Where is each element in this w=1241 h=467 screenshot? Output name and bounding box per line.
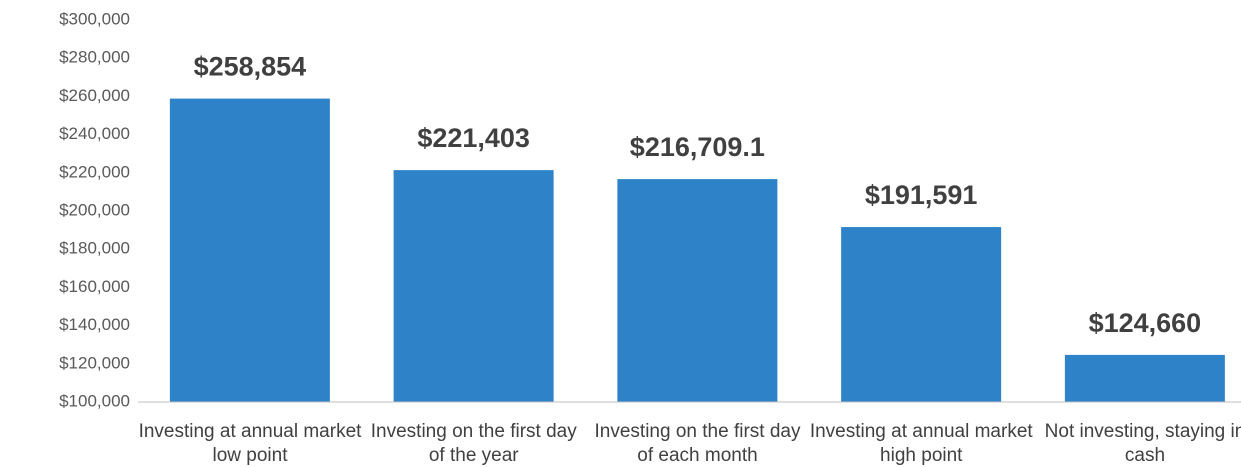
bar [169,98,330,402]
x-tick-label: Investing at annual market high point [809,421,1033,466]
bar [393,170,554,402]
x-tick-label: Investing on the first day of the year [370,421,577,466]
x-tick-label: Investing on the first day of each month [594,421,801,466]
x-tick-label: Not investing, staying in cash [1044,421,1241,466]
data-label: $216,709.1 [630,132,765,162]
bar [1064,354,1225,402]
y-tick-label: $160,000 [59,277,130,296]
bar [617,179,778,402]
y-tick-label: $120,000 [59,353,130,372]
data-label: $258,854 [194,52,307,82]
y-tick-label: $180,000 [59,239,130,258]
data-label: $191,591 [865,180,978,210]
y-tick-label: $280,000 [59,48,130,67]
data-label: $221,403 [417,123,530,153]
y-tick-label: $140,000 [59,315,130,334]
y-tick-label: $260,000 [59,86,130,105]
y-tick-label: $200,000 [59,200,130,219]
y-tick-label: $220,000 [59,162,130,181]
data-label: $124,660 [1089,308,1202,338]
y-tick-label: $240,000 [59,124,130,143]
x-tick-label: Investing at annual market low point [138,421,362,466]
y-tick-label: $300,000 [59,9,130,28]
bar [841,227,1002,402]
y-tick-label: $100,000 [59,391,130,410]
